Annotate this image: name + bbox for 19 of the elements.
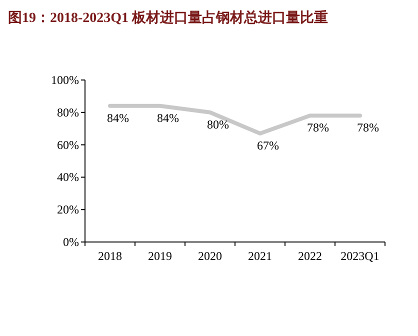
data-label: 84% — [157, 110, 179, 125]
x-tick-label: 2023Q1 — [340, 249, 380, 263]
y-tick-label: 100% — [51, 73, 79, 87]
x-tick-label: 2022 — [298, 249, 322, 263]
x-tick-label: 2018 — [98, 249, 122, 263]
x-tick-label: 2019 — [148, 249, 172, 263]
data-label: 84% — [107, 110, 129, 125]
y-tick-label: 20% — [57, 202, 79, 217]
data-label: 67% — [257, 138, 279, 152]
y-tick-label: 40% — [57, 170, 79, 184]
y-tick-label: 60% — [57, 138, 79, 152]
x-tick-label: 2021 — [248, 249, 272, 263]
y-tick-label: 80% — [57, 105, 79, 120]
x-tick-label: 2020 — [198, 249, 222, 263]
data-label: 78% — [357, 120, 379, 135]
data-label: 78% — [307, 120, 329, 135]
data-label: 80% — [207, 117, 229, 132]
y-tick-label: 0% — [63, 235, 79, 249]
chart-title: 图19：2018-2023Q1 板材进口量占钢材总进口量比重 — [8, 10, 328, 26]
